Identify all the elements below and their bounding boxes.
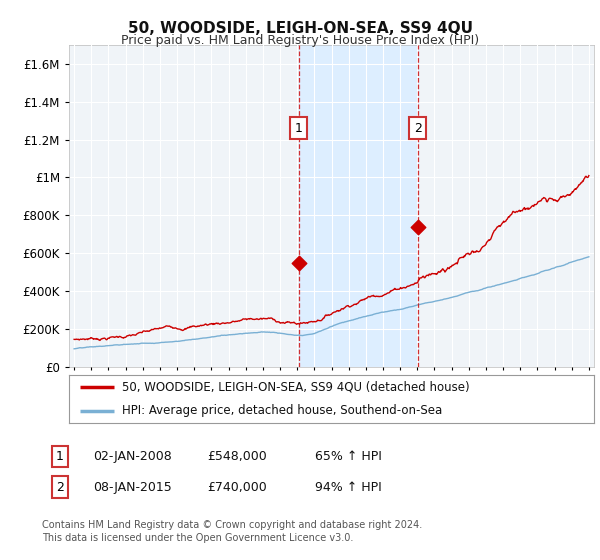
Text: 50, WOODSIDE, LEIGH-ON-SEA, SS9 4QU: 50, WOODSIDE, LEIGH-ON-SEA, SS9 4QU [128,21,473,36]
Text: This data is licensed under the Open Government Licence v3.0.: This data is licensed under the Open Gov… [42,533,353,543]
Text: 2: 2 [414,122,422,134]
Point [294,259,304,268]
Text: Price paid vs. HM Land Registry's House Price Index (HPI): Price paid vs. HM Land Registry's House … [121,34,479,46]
Text: 65% ↑ HPI: 65% ↑ HPI [315,450,382,463]
Text: 2: 2 [56,480,64,494]
Text: Contains HM Land Registry data © Crown copyright and database right 2024.: Contains HM Land Registry data © Crown c… [42,520,422,530]
Text: 50, WOODSIDE, LEIGH-ON-SEA, SS9 4QU (detached house): 50, WOODSIDE, LEIGH-ON-SEA, SS9 4QU (det… [121,381,469,394]
Text: 1: 1 [295,122,302,134]
Text: 08-JAN-2015: 08-JAN-2015 [93,480,172,494]
Point [413,222,422,231]
Bar [299,45,418,367]
Text: 1: 1 [56,450,64,463]
Text: 02-JAN-2008: 02-JAN-2008 [93,450,172,463]
Text: HPI: Average price, detached house, Southend-on-Sea: HPI: Average price, detached house, Sout… [121,404,442,417]
Text: 94% ↑ HPI: 94% ↑ HPI [315,480,382,494]
Text: £740,000: £740,000 [207,480,267,494]
Text: £548,000: £548,000 [207,450,267,463]
